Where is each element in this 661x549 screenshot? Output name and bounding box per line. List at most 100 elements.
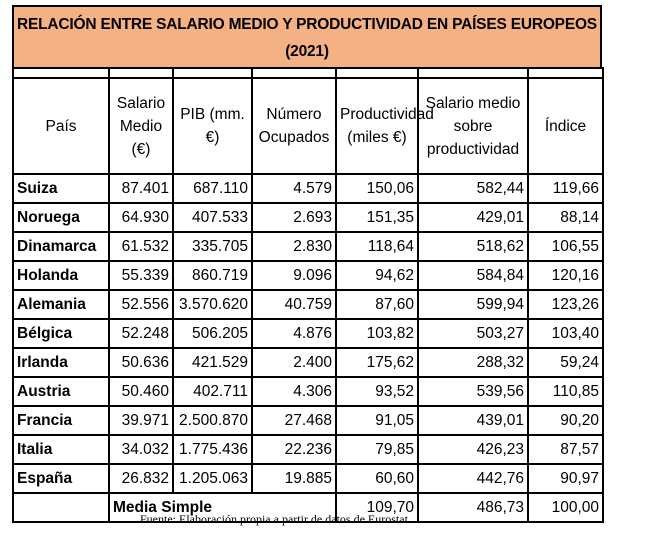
value-cell: 50.636 (108, 347, 174, 378)
title-line-1: RELACIÓN ENTRE SALARIO MEDIO Y PRODUCTIV… (17, 16, 597, 33)
value-cell: 52.556 (108, 289, 174, 320)
value-cell: 90,97 (527, 463, 604, 494)
value-cell: 2.400 (251, 347, 337, 378)
value-cell: 503,27 (417, 318, 529, 349)
value-cell: 55.339 (108, 260, 174, 291)
source-note: Fuente: Elaboración propia a partir de d… (140, 512, 408, 526)
country-cell: Suiza (12, 173, 110, 204)
table-row: Irlanda 50.636 421.529 2.400 175,62 288,32 59,… (12, 347, 604, 378)
header-cell: PIB (mm.€) (172, 77, 253, 175)
value-cell: 120,16 (527, 260, 604, 291)
value-cell: 3.570.620 (172, 289, 253, 320)
value-cell: 599,94 (417, 289, 529, 320)
header-cell: Salario Medio (€) (108, 77, 174, 175)
table-row: Alemania 52.556 3.570.620 40.759 87,60 599,94… (12, 289, 604, 320)
value-cell: 64.930 (108, 202, 174, 233)
value-cell: 150,06 (335, 173, 419, 204)
spacer-row (12, 67, 604, 79)
value-cell: 4.876 (251, 318, 337, 349)
value-cell: 4.579 (251, 173, 337, 204)
table-row: Italia 34.032 1.775.436 22.236 79,85 426,23 87… (12, 434, 604, 465)
value-cell: 61.532 (108, 231, 174, 262)
value-cell: 4.306 (251, 376, 337, 407)
value-cell: 52.248 (108, 318, 174, 349)
table-title: RELACIÓN ENTRE SALARIO MEDIO Y PRODUCTIV… (12, 5, 602, 67)
table-frame: RELACIÓN ENTRE SALARIO MEDIO Y PRODUCTIV… (12, 5, 604, 523)
country-cell: Italia (12, 434, 110, 465)
table-row: Suiza 87.401 687.110 4.579 150,06 582,44 119,6… (12, 173, 604, 204)
table-row: Austria 50.460 402.711 4.306 93,52 539,56 110,… (12, 376, 604, 407)
value-cell: 175,62 (335, 347, 419, 378)
summary-empty (12, 492, 110, 523)
title-line-2: (2021) (285, 43, 329, 60)
value-cell: 518,62 (417, 231, 529, 262)
value-cell: 2.830 (251, 231, 337, 262)
value-cell: 110,85 (527, 376, 604, 407)
summary-salario-sobre-prod: 486,73 (417, 492, 529, 523)
value-cell: 123,26 (527, 289, 604, 320)
value-cell: 439,01 (417, 405, 529, 436)
value-cell: 59,24 (527, 347, 604, 378)
value-cell: 93,52 (335, 376, 419, 407)
value-cell: 60,60 (335, 463, 419, 494)
value-cell: 539,56 (417, 376, 529, 407)
value-cell: 442,76 (417, 463, 529, 494)
table-row: Dinamarca 61.532 335.705 2.830 118,64 518,62 1… (12, 231, 604, 262)
table-row: Francia 39.971 2.500.870 27.468 91,05 439,01 9… (12, 405, 604, 436)
table-row: Bélgica 52.248 506.205 4.876 103,82 503,27 103… (12, 318, 604, 349)
summary-row: Media Simple 109,70 486,73 100,00 (12, 492, 604, 523)
value-cell: 421.529 (172, 347, 253, 378)
value-cell: 88,14 (527, 202, 604, 233)
header-cell: Índice (527, 77, 604, 175)
value-cell: 22.236 (251, 434, 337, 465)
country-cell: Noruega (12, 202, 110, 233)
value-cell: 19.885 (251, 463, 337, 494)
value-cell: 90,20 (527, 405, 604, 436)
value-cell: 582,44 (417, 173, 529, 204)
value-cell: 9.096 (251, 260, 337, 291)
country-cell: Alemania (12, 289, 110, 320)
table-row: Holanda 55.339 860.719 9.096 94,62 584,84 120,… (12, 260, 604, 291)
value-cell: 426,23 (417, 434, 529, 465)
value-cell: 118,64 (335, 231, 419, 262)
value-cell: 94,62 (335, 260, 419, 291)
value-cell: 407.533 (172, 202, 253, 233)
country-cell: Austria (12, 376, 110, 407)
country-cell: Irlanda (12, 347, 110, 378)
country-cell: Dinamarca (12, 231, 110, 262)
value-cell: 106,55 (527, 231, 604, 262)
value-cell: 40.759 (251, 289, 337, 320)
country-cell: España (12, 463, 110, 494)
header-row: País Salario Medio (€) PIB (mm.€) Número… (12, 77, 604, 175)
value-cell: 26.832 (108, 463, 174, 494)
country-cell: Bélgica (12, 318, 110, 349)
header-cell: País (12, 77, 110, 175)
data-table: País Salario Medio (€) PIB (mm.€) Número… (12, 67, 604, 523)
value-cell: 402.711 (172, 376, 253, 407)
value-cell: 429,01 (417, 202, 529, 233)
header-cell: Productividad (miles €) (335, 77, 434, 175)
summary-indice: 100,00 (527, 492, 604, 523)
value-cell: 87.401 (108, 173, 174, 204)
value-cell: 151,35 (335, 202, 419, 233)
value-cell: 1.775.436 (172, 434, 253, 465)
value-cell: 87,60 (335, 289, 419, 320)
value-cell: 119,66 (527, 173, 604, 204)
table-row: España 26.832 1.205.063 19.885 60,60 442,76 90… (12, 463, 604, 494)
value-cell: 103,40 (527, 318, 604, 349)
table-body: Suiza 87.401 687.110 4.579 150,06 582,44 119,6… (12, 173, 604, 494)
value-cell: 335.705 (172, 231, 253, 262)
value-cell: 584,84 (417, 260, 529, 291)
value-cell: 50.460 (108, 376, 174, 407)
country-cell: Francia (12, 405, 110, 436)
value-cell: 27.468 (251, 405, 337, 436)
value-cell: 2.500.870 (172, 405, 253, 436)
value-cell: 506.205 (172, 318, 253, 349)
summary-productividad: 109,70 (335, 492, 419, 523)
country-cell: Holanda (12, 260, 110, 291)
value-cell: 39.971 (108, 405, 174, 436)
header-cell: Salario medio sobre productividad (417, 77, 529, 175)
value-cell: 860.719 (172, 260, 253, 291)
header-cell: Número Ocupados (251, 77, 337, 175)
table-row: Noruega 64.930 407.533 2.693 151,35 429,01 88,… (12, 202, 604, 233)
